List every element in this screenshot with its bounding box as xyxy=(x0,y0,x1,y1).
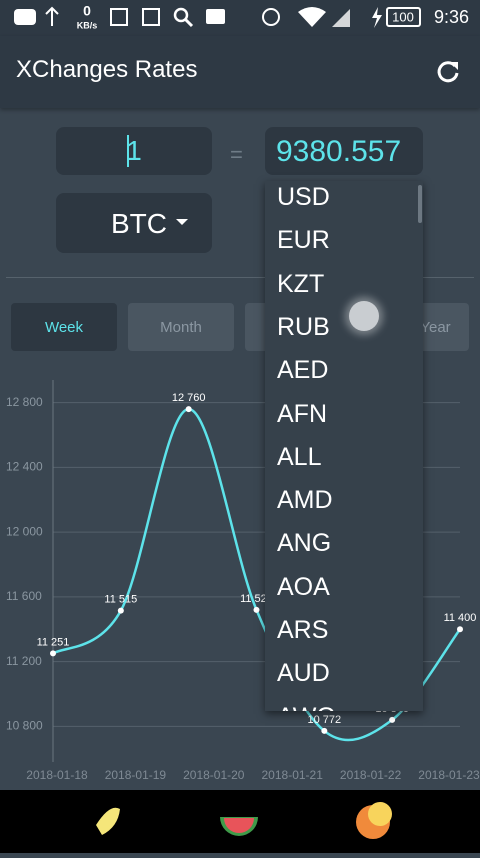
y-tick-label: 11 200 xyxy=(6,654,42,668)
amount-text: 1 xyxy=(126,135,142,166)
result-text: 9380.557 xyxy=(276,135,402,168)
x-tick-label: 2018-01-19 xyxy=(105,768,167,782)
status-icons: 0 KB/s 100 9:36 xyxy=(14,3,469,30)
battery-icon xyxy=(386,7,421,27)
status-bar: 0 KB/s 100 9:36 xyxy=(0,0,480,36)
currency-text: BTC xyxy=(111,208,167,239)
app-bar: XChanges Rates xyxy=(0,36,480,108)
dropdown-item[interactable]: USD xyxy=(277,183,330,211)
data-point xyxy=(253,606,260,613)
equals-sign: = xyxy=(230,142,243,167)
currency-dropdown: USD EUR KZT RUB AED AFN ALL AMD ANG AOA ARS AUD AWG xyxy=(265,181,423,711)
dropdown-item[interactable]: AMD xyxy=(277,486,333,515)
nav-icons xyxy=(96,802,392,839)
dropdown-item[interactable]: AUD xyxy=(277,659,330,688)
signal-icon xyxy=(332,9,350,27)
search-icon xyxy=(173,7,189,23)
dropdown-item[interactable]: RUB xyxy=(277,312,330,341)
dropdown-item[interactable]: AOA xyxy=(277,572,330,601)
tab-month[interactable]: Month xyxy=(128,303,234,351)
x-tick-label: 2018-01-20 xyxy=(183,768,245,782)
clock: 9:36 xyxy=(434,7,469,27)
net-speed: 0 xyxy=(83,3,91,19)
net-unit: KB/s xyxy=(77,20,98,30)
dropdown-item[interactable]: EUR xyxy=(277,226,330,255)
search-icon xyxy=(183,17,194,28)
price-line xyxy=(52,407,462,742)
dropdown-item[interactable]: AFN xyxy=(277,399,327,428)
y-tick-label: 12 400 xyxy=(6,460,43,474)
y-tick-label: 12 000 xyxy=(6,524,43,538)
battery-level: 100 xyxy=(392,9,414,24)
y-tick-label: 11 600 xyxy=(6,589,42,603)
image-icon xyxy=(110,8,128,26)
nav-bar xyxy=(0,790,480,853)
currency-select[interactable]: BTC xyxy=(56,193,212,253)
data-label: 12 760 xyxy=(172,392,206,404)
mail-icon xyxy=(206,9,225,24)
data-label: 11 251 xyxy=(37,636,70,648)
data-point xyxy=(117,607,124,614)
data-point xyxy=(389,716,396,723)
data-point xyxy=(321,727,328,734)
dropdown-arrow xyxy=(176,219,188,225)
data-label: 10 772 xyxy=(308,714,342,726)
data-point xyxy=(185,406,192,413)
y-tick-label: 12 800 xyxy=(6,395,43,409)
charge-icon xyxy=(372,7,382,28)
dropdown-item[interactable]: KZT xyxy=(277,269,325,298)
data-label: 11 515 xyxy=(104,594,137,606)
alarm-icon xyxy=(262,8,280,26)
refresh-button[interactable] xyxy=(434,58,462,86)
divider xyxy=(6,277,474,278)
cursor xyxy=(127,135,129,167)
scrollbar xyxy=(418,185,422,223)
dropdown-item[interactable]: ALL xyxy=(277,442,322,471)
x-tick-label: 2018-01-18 xyxy=(26,768,88,782)
app-title: XChanges Rates xyxy=(16,56,198,83)
wifi-icon xyxy=(298,7,326,27)
chat-icon xyxy=(14,9,36,25)
dropdown-item[interactable]: AWG xyxy=(277,702,336,711)
amount-input[interactable]: 1 xyxy=(56,127,212,175)
data-point xyxy=(457,626,463,633)
y-tick-label: 10 800 xyxy=(6,719,43,733)
dropdown-item[interactable]: ANG xyxy=(277,529,332,558)
data-point xyxy=(50,650,56,657)
data-label: 11 400 xyxy=(444,612,477,624)
dropdown-item[interactable]: ARS xyxy=(277,616,329,644)
dropdown-item[interactable]: AED xyxy=(277,356,329,385)
x-tick-label: 2018-01-21 xyxy=(262,768,324,782)
x-tick-label: 2018-01-23 xyxy=(418,768,480,782)
tab-week[interactable]: Week xyxy=(11,303,117,351)
nav-back[interactable] xyxy=(96,807,120,835)
usb-icon xyxy=(45,6,59,26)
data-label: 11 520 xyxy=(240,593,273,605)
touch-indicator xyxy=(349,301,379,331)
x-tick-label: 2018-01-22 xyxy=(340,768,402,782)
result-box: 9380.557 xyxy=(265,127,423,175)
image-icon xyxy=(142,8,160,26)
